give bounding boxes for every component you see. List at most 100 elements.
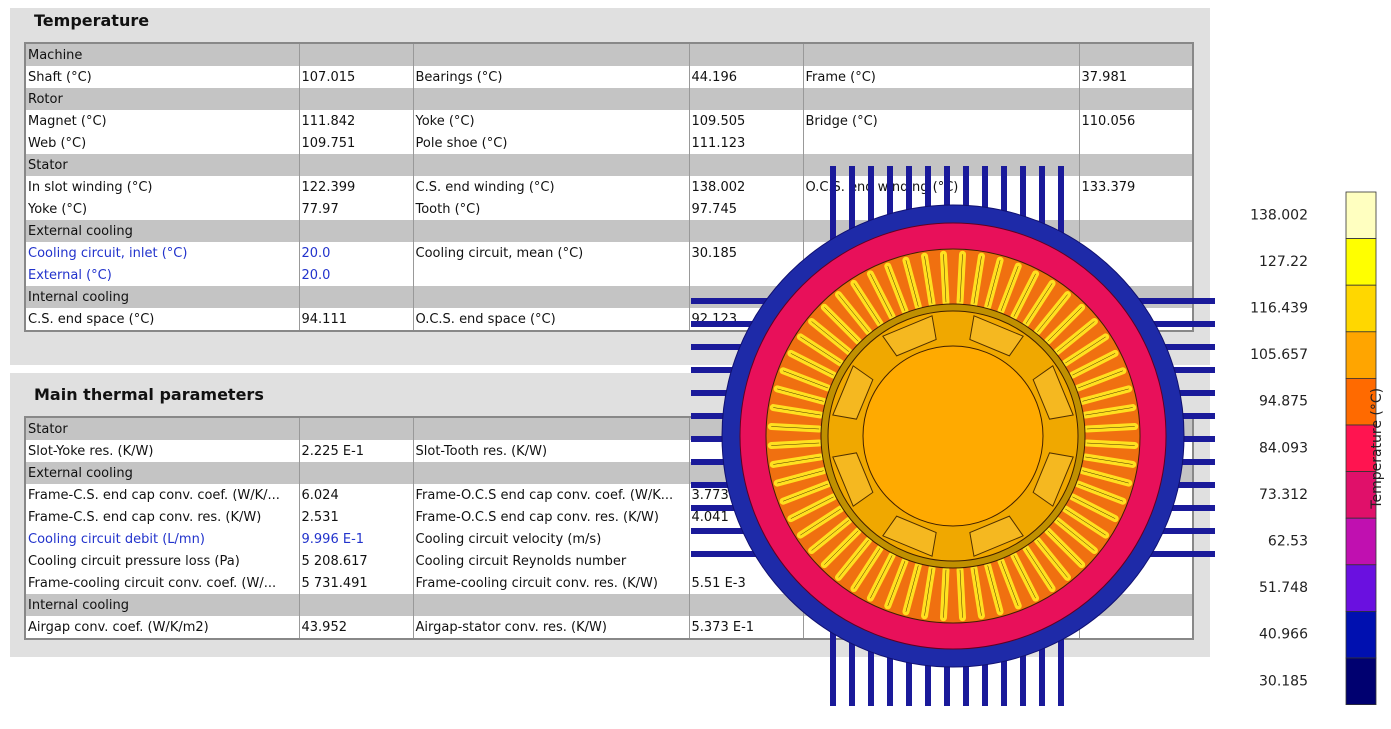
group-cell	[803, 43, 1080, 66]
tooth-edge	[838, 294, 869, 333]
group-cell	[299, 462, 414, 484]
tooth-edge	[782, 483, 828, 502]
label-cell: Pole shoe (°C)	[413, 132, 690, 154]
magnet	[832, 452, 874, 507]
legend-swatch	[1345, 611, 1377, 659]
tooth-edge	[1086, 426, 1135, 430]
group-cell	[1079, 43, 1194, 66]
magnet	[1032, 452, 1074, 507]
legend-swatch	[1345, 377, 1377, 426]
value-cell: 109.505	[689, 110, 804, 132]
label-cell: External (°C)	[25, 264, 300, 286]
legend-label: 94.875	[1259, 394, 1308, 410]
value-cell: 2.531	[299, 506, 414, 528]
legend-swatch	[1345, 424, 1377, 472]
label-cell: Slot-Tooth res. (K/W)	[413, 440, 690, 462]
tooth-edge	[1056, 321, 1095, 352]
tooth-edge	[1086, 442, 1135, 446]
tooth-edge	[1085, 456, 1133, 465]
tooth-edge	[1000, 265, 1019, 311]
label-cell	[413, 264, 690, 286]
value-cell: 20.0	[299, 264, 414, 286]
tooth-edge	[824, 307, 859, 342]
group-row: Rotor	[25, 88, 1194, 110]
value-cell: 9.996 E-1	[299, 528, 414, 550]
tooth-edge	[1056, 520, 1095, 551]
tooth-edge	[1072, 353, 1116, 376]
group-cell: Internal cooling	[25, 286, 300, 308]
tooth-edge	[905, 565, 919, 612]
legend-label: 116.439	[1250, 301, 1308, 317]
group-cell	[299, 594, 414, 616]
label-cell: Frame-cooling circuit conv. coef. (W/...	[25, 572, 300, 594]
tooth-edge	[943, 254, 947, 303]
legend-label: 138.002	[1250, 207, 1308, 223]
tooth-edge	[838, 539, 869, 578]
tooth-edge	[1000, 561, 1019, 607]
label-cell: Cooling circuit debit (L/mn)	[25, 528, 300, 550]
label-cell: C.S. end space (°C)	[25, 308, 300, 331]
group-cell: Stator	[25, 154, 300, 176]
legend-label: 105.657	[1250, 347, 1308, 363]
tooth-edge	[1047, 307, 1082, 342]
tooth-edge	[811, 520, 850, 551]
value-cell: 122.399	[299, 176, 414, 198]
label-cell: Cooling circuit pressure loss (Pa)	[25, 550, 300, 572]
tooth-edge	[800, 508, 841, 536]
tooth-edge	[1013, 555, 1036, 599]
tooth-edge	[771, 426, 820, 430]
label-cell: Tooth (°C)	[413, 198, 690, 220]
legend-swatch	[1345, 564, 1377, 612]
data-row: Shaft (°C) 107.015 Bearings (°C) 44.196 Fram…	[25, 66, 1194, 88]
tooth-edge	[887, 265, 906, 311]
legend-swatch	[1345, 657, 1377, 705]
value-cell: 94.111	[299, 308, 414, 331]
tooth-edge	[824, 530, 859, 565]
value-cell: 111.123	[689, 132, 804, 154]
value-cell: 107.015	[299, 66, 414, 88]
tooth-edge	[905, 260, 919, 307]
group-cell	[299, 154, 414, 176]
tooth-edge	[800, 336, 841, 364]
tooth-edge	[1013, 273, 1036, 317]
tooth-edge	[777, 470, 824, 484]
value-cell: 2.225 E-1	[299, 440, 414, 462]
legend-swatch	[1345, 331, 1377, 379]
label-cell: Frame-O.C.S end cap conv. coef. (W/K...	[413, 484, 690, 506]
tooth-edge	[790, 496, 834, 519]
group-row: Machine	[25, 43, 1194, 66]
value-cell: 20.0	[299, 242, 414, 264]
group-cell: Machine	[25, 43, 300, 66]
legend-label: 30.185	[1259, 673, 1308, 689]
label-cell: Cooling circuit velocity (m/s)	[413, 528, 690, 550]
value-cell: 77.97	[299, 198, 414, 220]
label-cell: Airgap-stator conv. res. (K/W)	[413, 616, 690, 639]
tooth-edge	[811, 321, 850, 352]
tooth-edge	[924, 256, 933, 304]
label-cell: O.C.S. end space (°C)	[413, 308, 690, 331]
group-cell	[1079, 88, 1194, 110]
label-cell: Bearings (°C)	[413, 66, 690, 88]
group-cell	[299, 88, 414, 110]
group-cell	[689, 220, 804, 242]
label-cell: Cooling circuit, mean (°C)	[413, 242, 690, 264]
group-cell	[689, 43, 804, 66]
group-cell	[413, 43, 690, 66]
magnet	[832, 365, 874, 420]
value-cell	[1079, 242, 1194, 264]
group-cell	[689, 594, 804, 616]
tooth-edge	[790, 353, 834, 376]
group-cell	[803, 88, 1080, 110]
legend-swatch	[1345, 238, 1377, 286]
magnet	[969, 515, 1024, 557]
tooth-edge	[1047, 530, 1082, 565]
value-cell	[1079, 616, 1194, 639]
magnet	[882, 315, 937, 357]
label-cell: Bridge (°C)	[803, 110, 1080, 132]
tooth-edge	[987, 260, 1001, 307]
group-cell	[689, 88, 804, 110]
legend-swatch	[1345, 284, 1377, 333]
group-cell	[1079, 220, 1194, 242]
value-cell: 43.952	[299, 616, 414, 639]
tooth-edge	[1037, 294, 1068, 333]
